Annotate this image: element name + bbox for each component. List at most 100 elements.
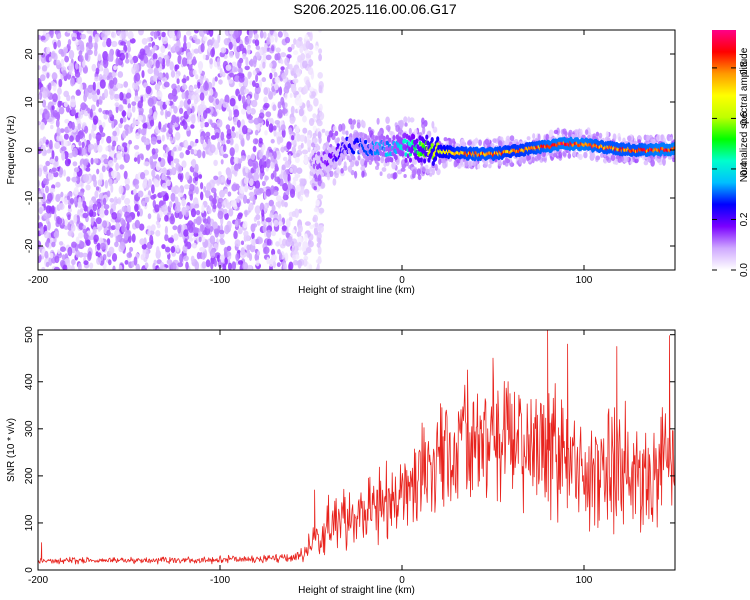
noise-blob [253,117,260,125]
noise-blob [106,37,112,48]
noise-blob [268,123,274,133]
noise-blob [202,54,206,60]
noise-blob [266,229,272,239]
noise-blob [92,115,99,125]
noise-blob [58,48,64,55]
ridge-halo [576,153,581,159]
noise-blob [204,121,209,128]
ridge-mark [342,154,346,160]
snr-ytick-label: 400 [24,373,35,390]
ridge-halo [537,133,541,142]
noise-blob [127,107,132,113]
noise-blob [50,50,56,60]
noise-blob [138,30,144,36]
noise-blob [291,138,297,146]
noise-blob [73,215,78,224]
noise-blob [57,87,62,95]
noise-blob [175,131,181,141]
spectrogram-xtick-label: -100 [210,275,230,286]
noise-blob [73,187,79,195]
noise-blob [81,141,85,148]
colorbar-tick-label: 0.8 [739,61,750,75]
noise-blob [165,58,170,67]
noise-blob [303,85,309,94]
ridge-halo [409,117,415,123]
ridge-halo [460,158,464,166]
noise-blob [248,191,255,197]
noise-blob [273,151,277,160]
noise-blob [241,139,245,147]
noise-blob [205,259,211,268]
noise-blob [101,165,106,173]
noise-blob [277,101,282,109]
ridge-halo [421,117,425,125]
noise-blob [194,38,201,45]
noise-blob [281,72,287,80]
noise-blob [208,94,214,104]
noise-blob [78,65,83,73]
noise-blob [110,184,114,193]
noise-blob [272,125,277,131]
ridge-halo [386,173,392,180]
noise-blob [115,235,119,244]
noise-blob [46,33,50,41]
noise-blob [99,156,105,163]
noise-blob [198,67,203,74]
ridge-halo [605,131,610,138]
noise-blob [106,238,111,246]
noise-blob [218,79,223,85]
noise-blob [254,82,260,89]
ridge-halo [504,140,510,146]
noise-blob [316,113,320,122]
noise-blob [62,70,67,77]
noise-blob [135,63,140,72]
ridge-halo [376,162,380,167]
noise-blob [229,147,235,157]
ridge-halo [360,120,365,126]
spectrogram-xtick-label: 0 [399,275,405,286]
noise-blob [78,39,83,46]
noise-blob [277,31,283,38]
noise-blob [145,143,150,151]
ridge-halo [484,138,490,145]
noise-blob [283,262,287,270]
noise-blob [231,131,236,139]
noise-blob [166,259,173,265]
noise-blob [42,99,47,108]
noise-blob [87,49,93,55]
noise-blob [266,256,270,265]
noise-blob [289,188,296,198]
noise-blob [183,255,189,262]
noise-blob [246,106,252,111]
noise-blob [190,124,195,129]
noise-blob [207,39,214,48]
ridge-halo [341,129,346,135]
noise-blob [93,142,98,153]
noise-blob [63,101,68,108]
noise-blob [262,61,266,69]
noise-blob [292,176,299,182]
ridge-halo [392,172,397,180]
noise-blob [149,119,155,127]
noise-blob [169,61,174,71]
ridge-mark [430,137,434,143]
noise-blob [212,77,216,87]
noise-blob [171,114,177,124]
noise-blob [286,141,292,150]
noise-blob [211,179,218,184]
noise-blob [228,208,234,217]
noise-blob [133,188,137,195]
noise-blob [247,171,253,180]
noise-blob [181,160,187,168]
ridge-halo [548,129,554,138]
noise-blob [209,144,216,154]
noise-blob [89,209,94,218]
ridge-halo [574,131,578,139]
noise-blob [253,160,259,169]
noise-blob [175,116,180,124]
noise-blob [242,52,247,60]
noise-blob [236,196,240,204]
noise-blob [254,205,261,215]
noise-blob [266,158,271,169]
noise-blob [252,145,257,153]
